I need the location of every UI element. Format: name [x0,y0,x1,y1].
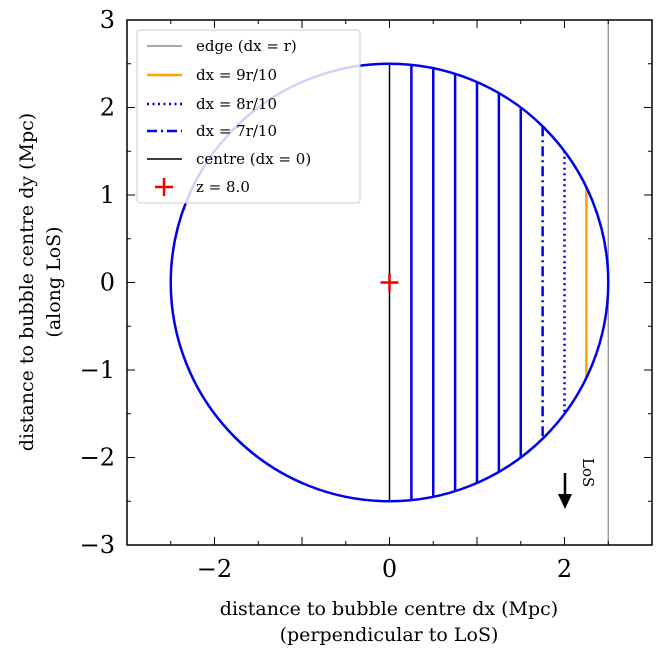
los-label: LoS [579,458,597,487]
y-tick-label: 3 [100,6,115,34]
x-axis-sublabel: (perpendicular to LoS) [280,624,499,646]
legend-label-marker: z = 8.0 [196,178,250,196]
legend-swatch-marker [155,178,173,196]
ticks-layer: −2 0 2 −3 −2 −1 0 1 2 3 [80,6,653,583]
x-tick-label: −2 [197,555,232,583]
y-tick-label: 0 [100,269,115,297]
los-annotation: LoS [558,458,597,509]
x-axis-label: distance to bubble centre dx (Mpc) [220,598,558,620]
x-tick-label: 2 [557,555,572,583]
legend: edge (dx = r) dx = 9r/10 dx = 8r/10 dx =… [136,29,361,204]
legend-label-nine: dx = 9r/10 [196,66,277,84]
legend-label-centre: centre (dx = 0) [196,150,311,168]
bubble-circle [169,62,610,503]
z-marker [380,273,399,292]
legend-label-edge: edge (dx = r) [196,37,297,55]
legend-label-seven: dx = 7r/10 [196,122,277,140]
y-tick-label: 2 [100,94,115,122]
legend-label-eight: dx = 8r/10 [196,95,277,113]
legend-box [136,29,361,204]
y-tick-label: 1 [100,181,115,209]
x-tick-label: 0 [382,555,397,583]
y-tick-label: −2 [80,444,115,472]
y-axis-sublabel: (along LoS) [43,226,65,337]
data-layer [169,20,610,545]
los-arrow-icon [558,494,572,509]
y-tick-label: −1 [80,356,115,384]
y-axis-label: distance to bubble centre dy (Mpc) [16,113,38,451]
y-tick-label: −3 [80,531,115,559]
